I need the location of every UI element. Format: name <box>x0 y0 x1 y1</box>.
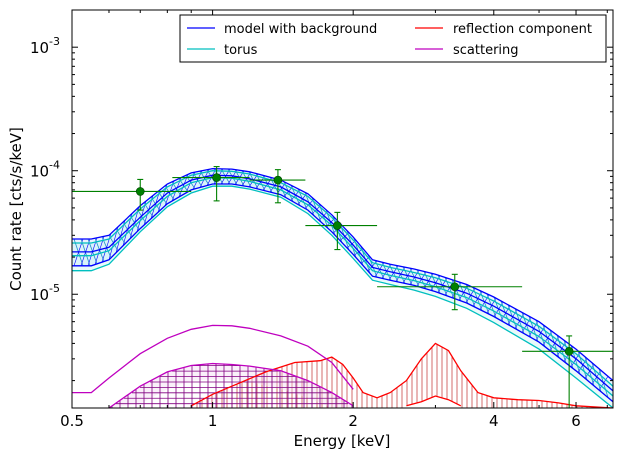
model-band-hatch <box>164 180 175 207</box>
y-tick-label: 10-5 <box>30 282 60 304</box>
torus-mid-line <box>72 176 613 397</box>
model-band-hatch <box>577 358 588 373</box>
data-point <box>273 175 283 185</box>
legend-box <box>179 14 607 63</box>
model-band-hatch <box>367 260 378 272</box>
y-tick-label: 10-4 <box>30 159 60 181</box>
legend-label-0: model with background <box>224 22 377 37</box>
legend-label-2: torus <box>224 43 258 58</box>
x-axis-label: Energy [keV] <box>294 432 391 450</box>
x-tick-label: 0.5 <box>60 412 84 430</box>
x-tick-label: 6 <box>571 412 581 430</box>
legend: model with background reflection compone… <box>179 14 607 63</box>
x-tick-label: 1 <box>208 412 218 430</box>
torus-upper-line <box>72 170 613 387</box>
reflection-upper-line <box>190 342 613 408</box>
scattering-upper-line <box>72 324 354 394</box>
y-tick-label: 10-3 <box>30 35 60 57</box>
lines-layer <box>72 167 613 408</box>
data-point <box>212 173 221 182</box>
model-band-hatch <box>570 352 581 368</box>
x-tick-label: 4 <box>489 412 499 430</box>
x-tick-label: 2 <box>348 412 358 430</box>
data-point <box>135 187 145 196</box>
model-upper-line <box>72 167 613 382</box>
model-lower-line <box>72 183 613 403</box>
scattering-band-fill <box>109 363 354 408</box>
axes-layer: 0.5 1 2 4 6 10-5 10-4 10-3 <box>30 9 614 430</box>
y-axis-label: Count rate [cts/s/keV] <box>7 127 25 291</box>
model-mid-line <box>72 174 613 392</box>
data-point <box>564 347 574 356</box>
torus-lower-line <box>72 185 613 408</box>
scattering-band-top-line <box>108 362 354 408</box>
points-layer <box>72 166 613 408</box>
plot-frame <box>71 9 614 409</box>
legend-label-1: reflection component <box>453 22 592 37</box>
legend-label-3: scattering <box>453 43 519 58</box>
reflection-lower-line <box>406 395 462 407</box>
data-point <box>333 221 342 230</box>
data-point <box>450 282 460 292</box>
